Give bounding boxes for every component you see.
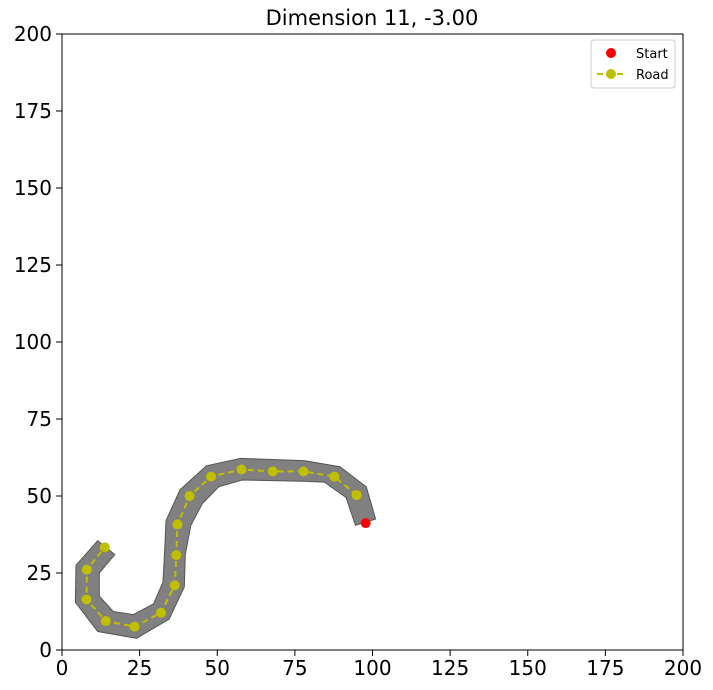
road-point: [172, 519, 183, 530]
start-point: [360, 518, 371, 529]
y-tick-label: 150: [14, 176, 52, 200]
road-point: [351, 490, 362, 501]
plot-area: [74, 457, 377, 639]
road-point: [81, 564, 92, 575]
x-tick-label: 125: [431, 656, 469, 680]
x-tick-label: 25: [127, 656, 152, 680]
y-tick-label: 50: [27, 484, 52, 508]
road-point: [81, 594, 92, 605]
road-point: [100, 616, 111, 627]
y-tick-label: 175: [14, 99, 52, 123]
x-tick-label: 50: [205, 656, 230, 680]
y-tick-label: 100: [14, 330, 52, 354]
y-tick-label: 125: [14, 253, 52, 277]
chart-title: Dimension 11, -3.00: [266, 6, 479, 30]
road-point: [206, 471, 217, 482]
x-tick-label: 75: [282, 656, 307, 680]
x-tick-label: 175: [586, 656, 624, 680]
x-tick-label: 200: [664, 656, 702, 680]
road-point: [169, 580, 180, 591]
road-point: [156, 607, 167, 618]
y-tick-label: 75: [27, 407, 52, 431]
x-tick-label: 100: [353, 656, 391, 680]
legend-road-label: Road: [636, 68, 669, 83]
road-point: [298, 466, 309, 477]
road-line: [85, 468, 358, 628]
road-point: [171, 550, 182, 561]
road-point: [267, 466, 278, 477]
y-tick-label: 200: [14, 22, 52, 46]
y-tick-label: 0: [39, 638, 52, 662]
road-point: [184, 491, 195, 501]
legend-start-marker: [606, 48, 616, 58]
legend: Start Road: [590, 39, 676, 89]
y-tick-label: 25: [27, 561, 52, 585]
x-tick-label: 150: [509, 656, 547, 680]
road-point: [99, 542, 110, 553]
x-tick-label: 0: [56, 656, 69, 680]
legend-start-label: Start: [636, 47, 668, 62]
axes: 0 25 50 75 100 125 150 175 200 0 25 50 75 100 125 150 17…: [14, 22, 702, 680]
road-point: [329, 471, 340, 482]
legend-road-marker: [606, 69, 616, 79]
road-point: [236, 464, 247, 475]
road-point: [129, 621, 140, 632]
